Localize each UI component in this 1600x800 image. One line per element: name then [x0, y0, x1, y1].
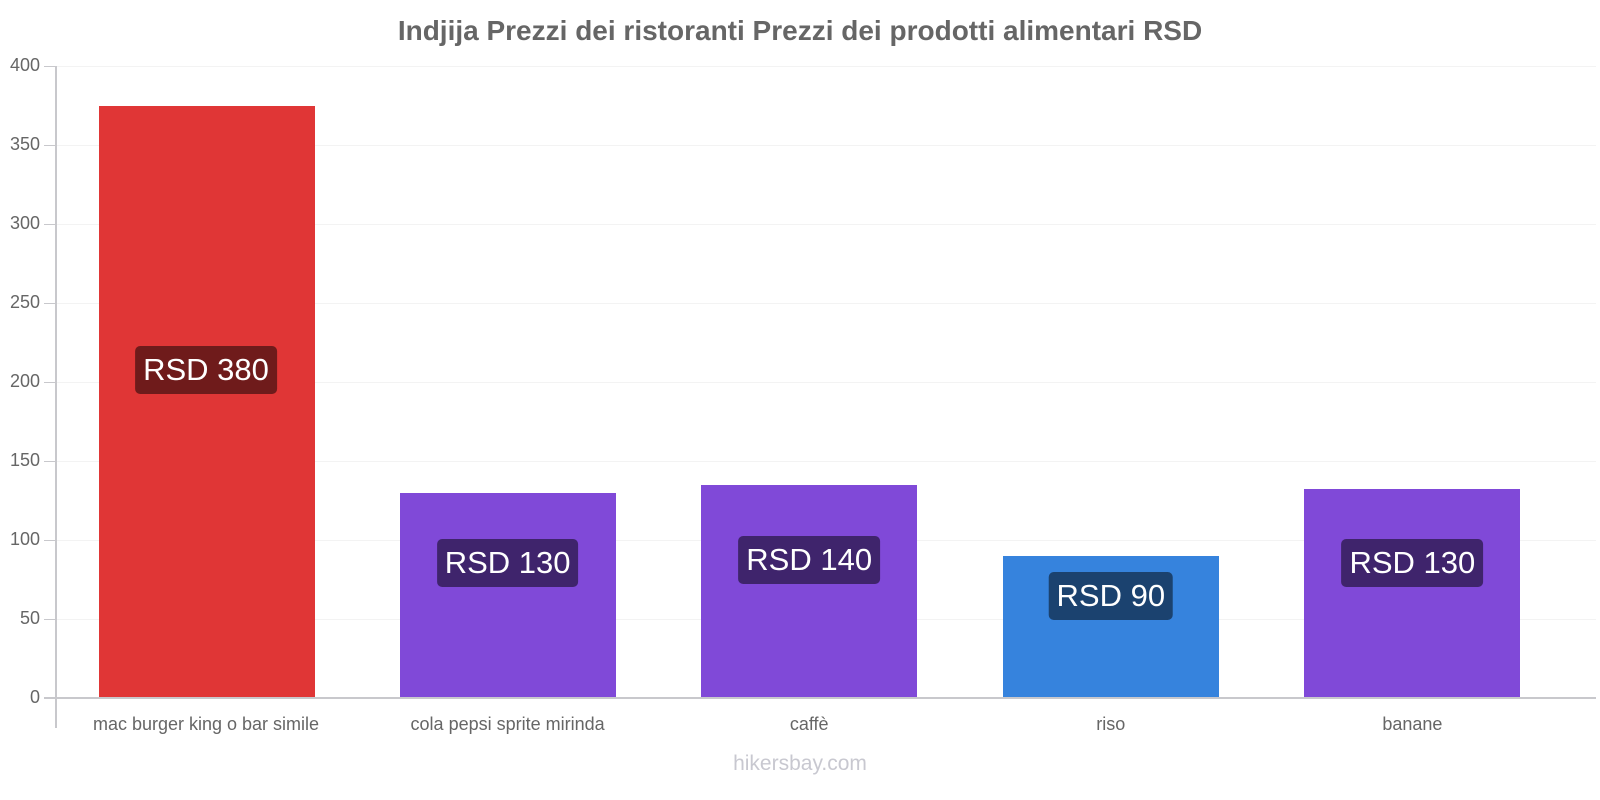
y-tick-mark — [44, 145, 56, 146]
y-tick-label: 250 — [9, 292, 40, 312]
gridline — [56, 303, 1596, 304]
bar-value-label: RSD 90 — [1048, 572, 1174, 620]
y-tick-mark — [44, 382, 56, 383]
bar[interactable] — [399, 492, 616, 698]
x-tick-label: banane — [1382, 714, 1443, 734]
x-tick-label: cola pepsi sprite mirinda — [410, 714, 605, 734]
y-tick-mark — [44, 224, 56, 225]
y-tick-label: 400 — [9, 55, 40, 75]
y-tick-label: 150 — [9, 450, 40, 470]
gridline — [56, 382, 1596, 383]
bar[interactable] — [701, 484, 918, 698]
x-tick-label: mac burger king o bar simile — [92, 714, 320, 734]
y-tick-label: 50 — [19, 608, 40, 628]
watermark: hikersbay.com — [733, 752, 867, 775]
y-tick-mark — [44, 303, 56, 304]
y-tick-label: 100 — [9, 529, 40, 549]
bar[interactable] — [99, 105, 315, 698]
bar[interactable] — [1304, 489, 1521, 698]
y-tick-label: 350 — [9, 134, 40, 154]
y-tick-label: 200 — [9, 371, 40, 391]
chart-title: Indjija Prezzi dei ristoranti Prezzi dei… — [397, 15, 1203, 46]
gridline — [56, 145, 1596, 146]
y-tick-mark — [44, 619, 56, 620]
x-axis-line — [44, 697, 1596, 699]
gridline — [56, 224, 1596, 225]
bar-value-label: RSD 380 — [135, 346, 277, 394]
gridline — [56, 66, 1596, 67]
y-tick-mark — [44, 540, 56, 541]
bar-value-label: RSD 130 — [1341, 539, 1484, 587]
bar-value-label: RSD 140 — [738, 536, 881, 584]
y-tick-mark — [44, 66, 56, 67]
gridline — [56, 461, 1596, 462]
x-tick-label: caffè — [789, 714, 829, 734]
y-tick-label: 300 — [9, 213, 40, 233]
y-tick-mark — [44, 461, 56, 462]
bar-value-label: RSD 130 — [436, 539, 579, 587]
x-tick-label: riso — [1096, 714, 1126, 734]
y-axis-line — [55, 66, 57, 728]
y-tick-label: 0 — [29, 687, 40, 707]
